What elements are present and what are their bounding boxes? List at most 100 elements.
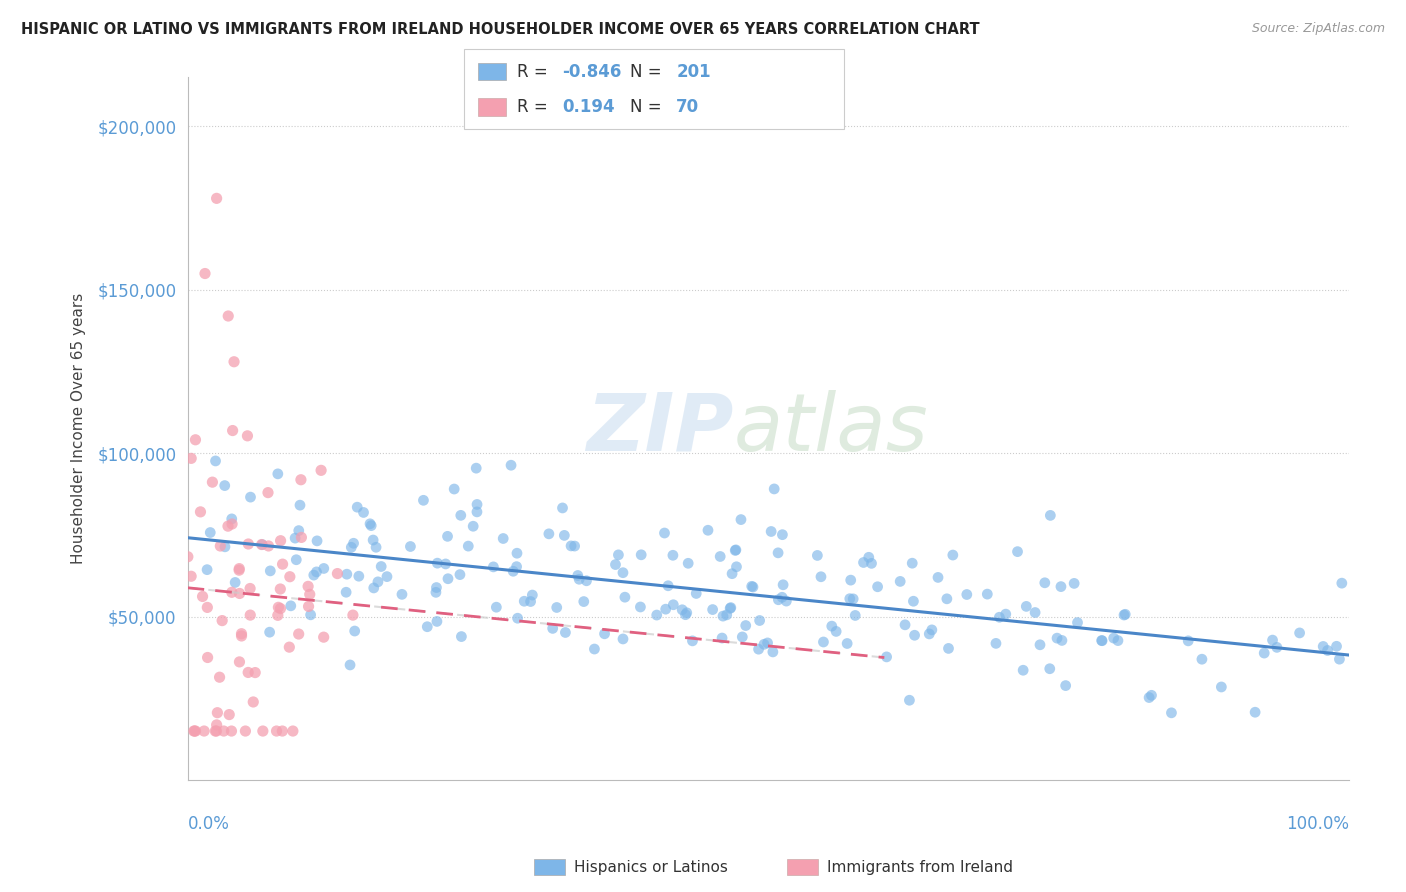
- Point: [813, 635, 835, 649]
- Point: [768, 592, 790, 607]
- Point: [702, 602, 724, 616]
- Point: [560, 539, 582, 553]
- Text: Source: ZipAtlas.com: Source: ZipAtlas.com: [1251, 22, 1385, 36]
- Point: [191, 590, 214, 604]
- Point: [1326, 640, 1348, 654]
- Point: [235, 724, 257, 739]
- Point: [775, 594, 797, 608]
- Point: [1244, 705, 1267, 719]
- Point: [593, 627, 616, 641]
- Point: [434, 557, 457, 571]
- Point: [720, 600, 742, 615]
- Point: [270, 533, 292, 548]
- Point: [709, 549, 731, 564]
- Point: [281, 724, 304, 739]
- Point: [1288, 626, 1310, 640]
- Point: [271, 557, 294, 571]
- Point: [290, 473, 312, 487]
- Point: [252, 538, 274, 552]
- Point: [222, 355, 245, 369]
- Point: [956, 587, 979, 601]
- Point: [612, 632, 634, 646]
- Point: [346, 500, 368, 515]
- Point: [259, 564, 281, 578]
- Point: [359, 516, 381, 531]
- Point: [860, 557, 883, 571]
- Point: [762, 645, 785, 659]
- Point: [675, 607, 697, 622]
- Point: [1329, 652, 1351, 666]
- Point: [858, 550, 880, 565]
- Text: 0.194: 0.194: [562, 98, 614, 116]
- Text: -0.846: -0.846: [562, 62, 621, 80]
- Point: [465, 498, 488, 512]
- Point: [903, 628, 925, 642]
- Point: [221, 516, 243, 531]
- Point: [1211, 680, 1233, 694]
- Point: [336, 567, 359, 582]
- Point: [1265, 640, 1288, 655]
- Point: [1015, 599, 1038, 614]
- Point: [211, 614, 233, 628]
- Point: [554, 625, 576, 640]
- Point: [449, 567, 471, 582]
- Point: [425, 585, 447, 599]
- Point: [724, 542, 747, 557]
- Point: [676, 556, 699, 570]
- Point: [271, 724, 294, 739]
- Point: [742, 580, 765, 594]
- Text: R =: R =: [517, 98, 558, 116]
- Point: [183, 724, 205, 739]
- Point: [825, 624, 848, 639]
- Point: [567, 568, 589, 582]
- Point: [748, 614, 770, 628]
- Point: [662, 549, 685, 563]
- Point: [662, 598, 685, 612]
- Point: [228, 561, 250, 575]
- Point: [228, 563, 250, 577]
- Point: [513, 594, 536, 608]
- Point: [1137, 690, 1160, 705]
- Point: [287, 627, 309, 641]
- Point: [806, 549, 828, 563]
- Point: [839, 573, 862, 587]
- Point: [218, 707, 240, 722]
- Point: [630, 548, 652, 562]
- Point: [340, 541, 363, 555]
- Point: [519, 594, 541, 608]
- Point: [730, 512, 752, 526]
- Point: [546, 600, 568, 615]
- Point: [200, 525, 222, 540]
- Point: [205, 191, 228, 205]
- Point: [1091, 633, 1114, 648]
- Point: [190, 505, 212, 519]
- Point: [367, 574, 389, 589]
- Point: [221, 424, 243, 438]
- Text: 70: 70: [676, 98, 699, 116]
- Point: [1316, 643, 1339, 657]
- Text: R =: R =: [517, 62, 554, 80]
- Point: [821, 619, 844, 633]
- Point: [465, 461, 488, 475]
- Point: [1091, 633, 1114, 648]
- Point: [180, 569, 202, 583]
- Point: [243, 665, 266, 680]
- Point: [628, 599, 651, 614]
- Point: [1046, 631, 1069, 645]
- Point: [748, 642, 770, 657]
- Point: [214, 540, 236, 554]
- Text: Hispanics or Latinos: Hispanics or Latinos: [574, 860, 728, 874]
- Point: [238, 537, 260, 551]
- Point: [901, 556, 924, 570]
- Point: [239, 490, 262, 504]
- Point: [927, 570, 949, 584]
- Point: [204, 454, 226, 468]
- Point: [842, 591, 865, 606]
- Point: [756, 636, 779, 650]
- Point: [280, 599, 302, 613]
- Point: [269, 601, 291, 615]
- Point: [1024, 606, 1046, 620]
- Point: [575, 574, 598, 588]
- Point: [505, 559, 527, 574]
- Point: [375, 569, 398, 583]
